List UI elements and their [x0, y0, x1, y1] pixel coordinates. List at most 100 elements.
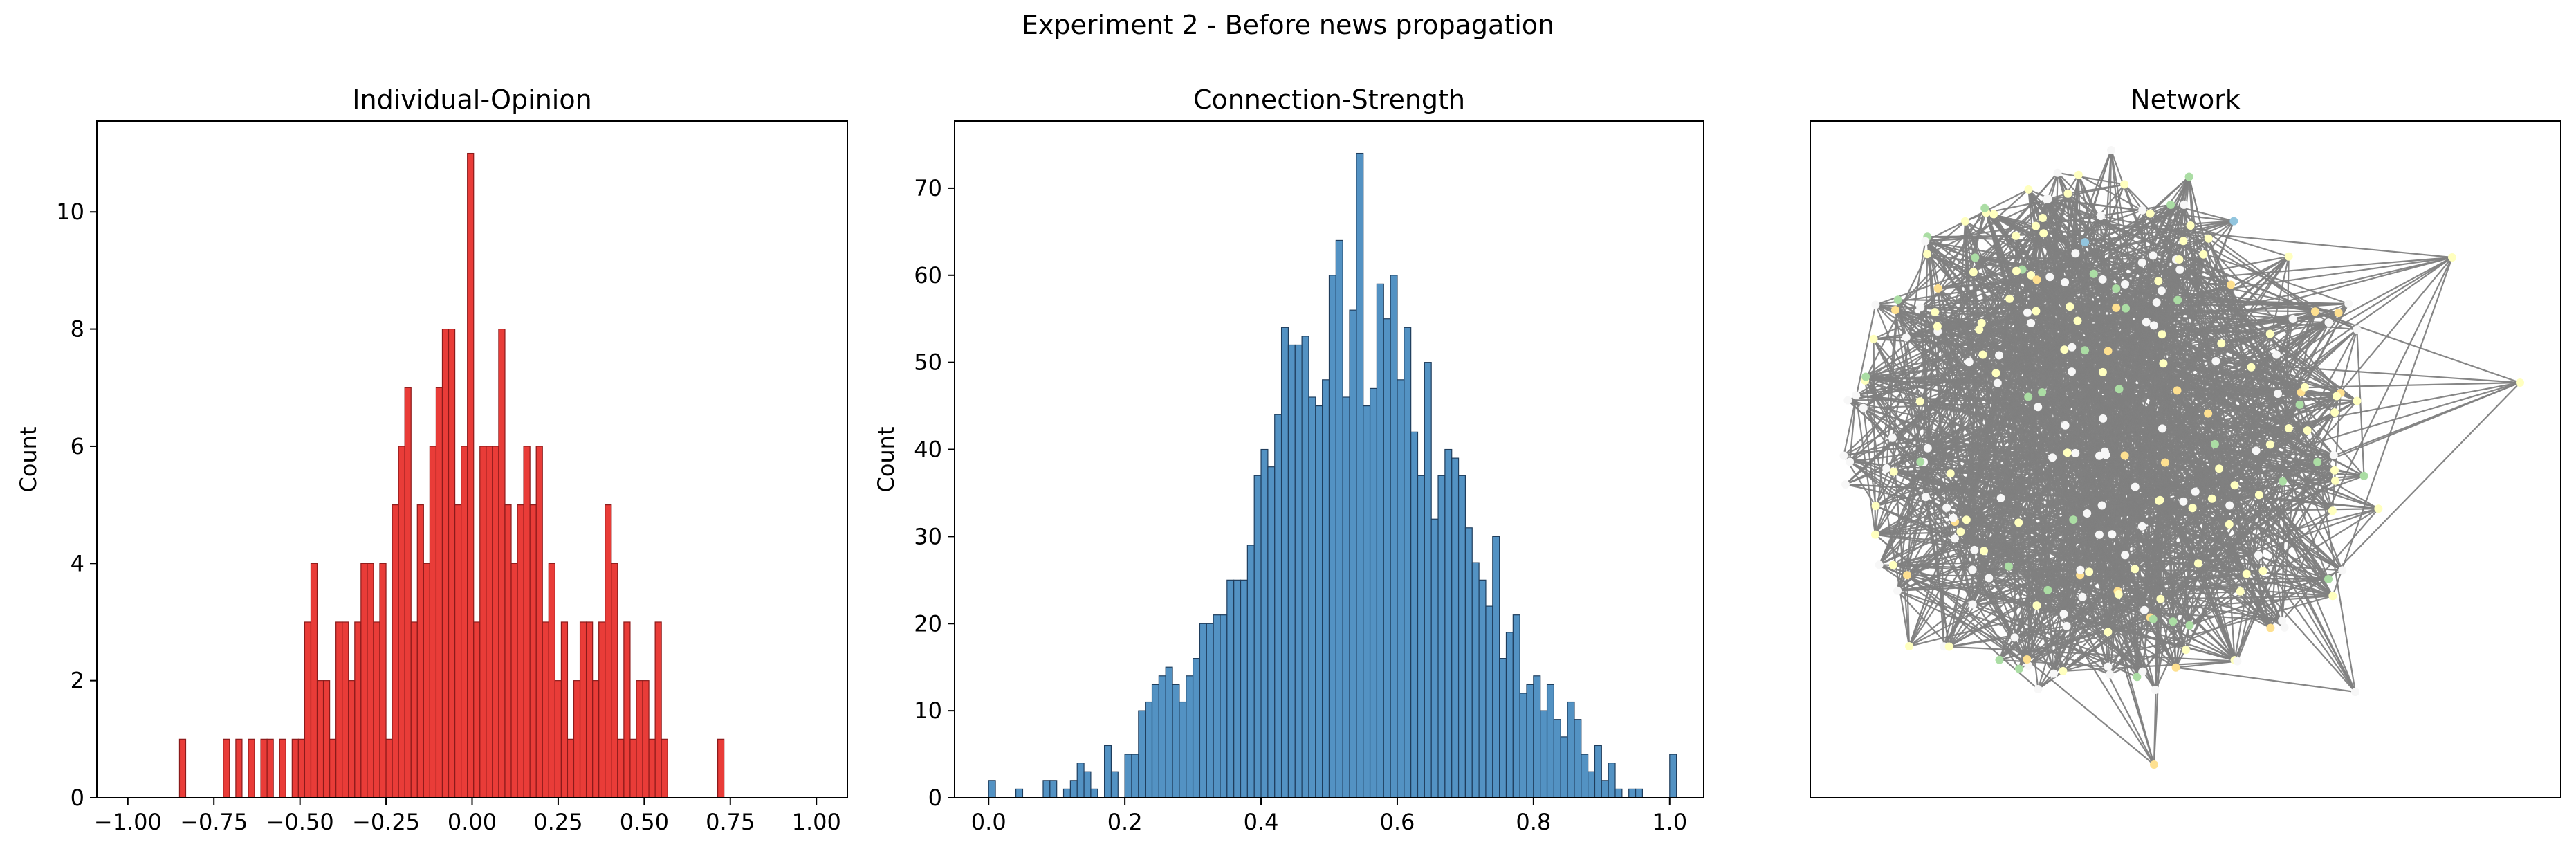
network-edge: [1908, 279, 2038, 647]
network-edge: [2116, 287, 2339, 314]
bar: [1287, 344, 1296, 798]
network-edge: [1982, 149, 2113, 551]
network-node: [1962, 515, 1971, 524]
network-node: [2236, 587, 2245, 596]
network-node: [2099, 414, 2108, 423]
bar: [1260, 448, 1269, 798]
network-edge: [1893, 564, 2333, 597]
bar: [510, 563, 518, 798]
network-node: [2179, 497, 2188, 506]
network-node: [2137, 258, 2146, 267]
network-node: [1839, 451, 1848, 460]
network-node: [1903, 571, 1911, 580]
network-node: [1996, 493, 2005, 502]
network-edge: [2144, 428, 2290, 611]
bar: [1076, 763, 1085, 798]
bar: [316, 680, 324, 798]
bar: [1499, 658, 1507, 798]
network-node: [2024, 661, 2033, 670]
network-edge: [2258, 392, 2342, 495]
network-edge: [2270, 257, 2453, 628]
y-tick-label: 60: [914, 262, 942, 289]
network-node: [1875, 560, 1884, 569]
network-node: [1852, 391, 1861, 400]
bar: [1356, 152, 1364, 798]
network-node: [2068, 367, 2076, 376]
network-edge: [2183, 204, 2330, 580]
network-node: [2210, 439, 2219, 448]
network-node: [2353, 325, 2362, 334]
bar: [717, 738, 725, 798]
network-edge: [2111, 303, 2349, 535]
y-tick-label: 50: [914, 349, 942, 376]
bar: [1192, 658, 1201, 798]
network-edge: [1973, 271, 2010, 300]
network-edge: [1879, 257, 2453, 566]
network-node: [1893, 295, 1902, 304]
network-node: [2181, 646, 2190, 655]
network-node: [2154, 277, 2163, 286]
network-node: [2184, 172, 2193, 181]
network-edge: [1865, 232, 2044, 378]
network-edge: [2149, 213, 2217, 362]
bar: [1430, 518, 1439, 798]
bar: [1179, 701, 1187, 798]
bar: [579, 621, 587, 798]
network-node: [2108, 530, 2117, 539]
network-node: [2217, 339, 2226, 348]
network-edge: [1954, 284, 2126, 522]
network-edge: [2188, 176, 2213, 499]
network-node: [2313, 457, 2322, 466]
network-edge: [2052, 255, 2290, 459]
network-edge: [2066, 452, 2199, 565]
network-node: [2095, 530, 2104, 539]
network-node: [1846, 457, 1855, 466]
network-node: [2338, 566, 2347, 575]
network-node: [2149, 321, 2158, 330]
network-node: [2032, 275, 2041, 284]
network-node: [2061, 421, 2070, 430]
network-node: [1977, 318, 1986, 327]
bar: [348, 680, 356, 798]
network-edge: [2124, 183, 2144, 211]
network-edge: [2176, 238, 2209, 391]
network-node: [2193, 559, 2202, 568]
network-edge: [2115, 287, 2178, 301]
network-node: [2169, 617, 2178, 626]
network-edges: [1843, 149, 2521, 765]
bar: [535, 446, 543, 798]
bar: [1103, 745, 1112, 798]
bar: [617, 738, 625, 798]
bar: [385, 738, 393, 798]
network-node: [2185, 621, 2194, 630]
bar: [1628, 788, 1637, 798]
bar: [1546, 684, 1554, 798]
network-node: [2063, 448, 2072, 457]
network-node: [1965, 358, 1974, 367]
network-node: [2288, 314, 2297, 323]
bar: [636, 680, 643, 798]
y-tick-label: 20: [914, 610, 942, 637]
network-node: [1871, 502, 1880, 511]
bar: [1186, 675, 1194, 798]
network-node: [2191, 487, 2200, 496]
network-edge: [2153, 500, 2161, 765]
network-node: [1916, 303, 1925, 312]
network-edge: [2315, 311, 2521, 384]
network-edge: [1984, 207, 2126, 285]
network-node: [2344, 300, 2353, 308]
bar: [1145, 701, 1153, 798]
network-node: [2204, 234, 2213, 243]
bar: [1315, 405, 1323, 798]
network-node: [2333, 392, 2342, 401]
bar: [410, 621, 418, 798]
network-node: [1923, 250, 1932, 259]
network-node: [1861, 372, 1870, 381]
network-edge: [1843, 304, 1877, 456]
bar: [367, 563, 374, 798]
network-edge: [2036, 253, 2077, 281]
network-node: [2104, 662, 2113, 671]
bar: [1464, 527, 1473, 798]
bar: [605, 504, 612, 798]
